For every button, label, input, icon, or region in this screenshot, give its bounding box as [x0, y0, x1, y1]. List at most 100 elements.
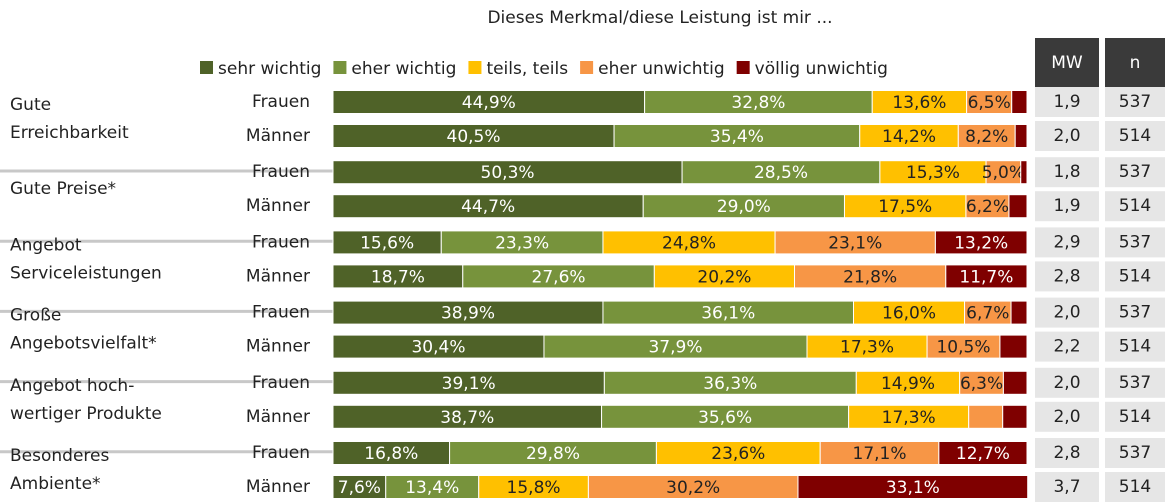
value-label: 23,1%: [828, 233, 882, 253]
table-cell-bg: [1035, 331, 1099, 362]
table-cell: 2,9: [1053, 232, 1080, 252]
table-cell: 537: [1119, 443, 1151, 463]
table-cell: 1,9: [1053, 196, 1080, 216]
bar-segment: [1020, 160, 1028, 185]
value-label: 30,2%: [666, 478, 720, 498]
group-label: Ambiente*: [10, 474, 101, 494]
row-label: Männer: [246, 337, 310, 357]
row-label: Frauen: [252, 92, 310, 112]
table-cell-bg: [1035, 157, 1099, 188]
bar-segment: [1002, 370, 1028, 395]
value-label: 20,2%: [697, 267, 751, 287]
legend-label: teils, teils: [486, 59, 568, 79]
value-label: 15,8%: [507, 478, 561, 498]
value-label: 8,2%: [965, 127, 1008, 147]
bar-segment: [1014, 124, 1028, 148]
table-cell: 514: [1119, 266, 1151, 286]
group-label: Gute: [10, 95, 51, 115]
table-header-bg: [1105, 38, 1165, 88]
row-label: Frauen: [252, 373, 310, 393]
table-cell: 3,7: [1053, 477, 1080, 497]
value-label: 23,6%: [711, 444, 765, 464]
table-cell-bg: [1105, 331, 1165, 362]
value-label: 6,7%: [966, 304, 1009, 324]
table-cell: 537: [1119, 303, 1151, 323]
value-label: 13,2%: [954, 233, 1008, 253]
legend-label: völlig unwichtig: [755, 59, 888, 79]
value-label: 29,8%: [526, 444, 580, 464]
table-cell: 514: [1119, 477, 1151, 497]
value-label: 28,5%: [754, 163, 808, 183]
table-cell-bg: [1035, 227, 1099, 258]
table-cell: 537: [1119, 92, 1151, 112]
group-label: Angebotsvielfalt*: [10, 334, 157, 354]
value-label: 15,3%: [906, 163, 960, 183]
group-label: Angebot hoch-: [10, 376, 134, 396]
table-cell-bg: [1035, 297, 1099, 328]
value-label: 6,2%: [966, 197, 1009, 217]
row-label: Männer: [246, 407, 310, 427]
value-label: 17,5%: [878, 197, 932, 217]
legend-swatch: [333, 61, 347, 74]
table-cell: 2,0: [1053, 373, 1080, 393]
value-label: 17,3%: [882, 408, 936, 428]
bar-segment: [1008, 194, 1028, 219]
table-header-bg: [1035, 38, 1099, 88]
value-label: 7,6%: [338, 478, 381, 498]
value-label: 44,9%: [462, 93, 516, 113]
legend-label: eher unwichtig: [598, 59, 725, 79]
table-cell-bg: [1035, 191, 1099, 222]
table-cell-bg: [1105, 367, 1165, 398]
value-label: 29,0%: [717, 197, 771, 217]
bar-segment: [797, 475, 1029, 499]
table-cell-bg: [1105, 261, 1165, 292]
table-cell: 514: [1119, 337, 1151, 357]
value-label: 13,6%: [892, 93, 946, 113]
value-label: 14,9%: [881, 374, 935, 394]
table-cell: 2,2: [1053, 337, 1080, 357]
legend-swatch: [468, 61, 482, 74]
row-label: Männer: [246, 126, 310, 146]
value-label: 24,8%: [662, 233, 716, 253]
legend-label: sehr wichtig: [218, 59, 321, 79]
bar-segment: [1010, 300, 1028, 325]
row-label: Männer: [246, 266, 310, 286]
value-label: 50,3%: [481, 163, 535, 183]
table-cell-bg: [1105, 438, 1165, 468]
value-label: 11,7%: [959, 267, 1013, 287]
table-cell: 514: [1119, 407, 1151, 427]
value-label: 10,5%: [936, 338, 990, 358]
table-cell: 2,0: [1053, 303, 1080, 323]
value-label: 35,4%: [710, 127, 764, 147]
table-cell: 2,8: [1053, 443, 1080, 463]
value-label: 38,7%: [440, 408, 494, 428]
group-label: Gute Preise*: [10, 179, 116, 199]
group-label: Besonderes: [10, 446, 109, 466]
group-label: Erreichbarkeit: [10, 123, 129, 143]
value-label: 12,7%: [956, 444, 1010, 464]
table-cell-bg: [1105, 191, 1165, 222]
table-cell-bg: [1105, 472, 1165, 502]
table-cell-bg: [1105, 401, 1165, 432]
row-label: Frauen: [252, 232, 310, 252]
group-label: wertiger Produkte: [10, 404, 162, 424]
group-label: Große: [10, 306, 61, 326]
table-cell-bg: [1105, 157, 1165, 188]
value-label: 36,1%: [701, 304, 755, 324]
table-cell: 514: [1119, 126, 1151, 146]
value-label: 39,1%: [442, 374, 496, 394]
table-cell-bg: [1035, 401, 1099, 432]
value-label: 5,0%: [982, 163, 1025, 183]
bar-segment: [1011, 90, 1028, 114]
table-cell: 2,0: [1053, 126, 1080, 146]
value-label: 17,3%: [840, 338, 894, 358]
value-label: 30,4%: [411, 338, 465, 358]
value-label: 21,8%: [843, 267, 897, 287]
row-label: Frauen: [252, 443, 310, 463]
table-cell-bg: [1035, 87, 1099, 117]
table-cell-bg: [1105, 227, 1165, 258]
value-label: 6,3%: [960, 374, 1003, 394]
legend-swatch: [736, 61, 750, 74]
value-label: 16,8%: [364, 444, 418, 464]
